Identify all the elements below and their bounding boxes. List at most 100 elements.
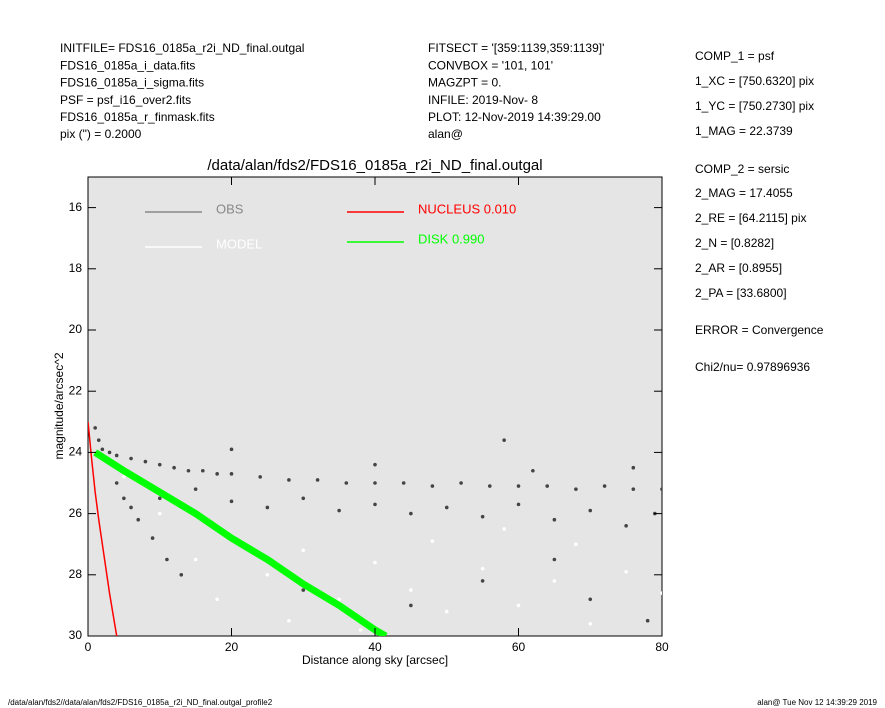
- header-left: pix (") = 0.2000: [60, 127, 142, 141]
- data-point: [480, 566, 485, 571]
- y-tick-label: 30: [69, 628, 83, 642]
- header-middle: PLOT: 12-Nov-2019 14:39:29.00: [428, 110, 601, 124]
- data-point: [172, 465, 176, 470]
- data-point: [301, 496, 306, 501]
- data-point: [96, 438, 101, 442]
- data-point: [186, 468, 191, 473]
- header-right: 1_YC = [750.2730] pix: [695, 99, 814, 113]
- data-point: [660, 487, 662, 491]
- data-point: [100, 447, 105, 452]
- y-tick-label: 22: [69, 383, 83, 397]
- header-left: FDS16_0185a_i_sigma.fits: [60, 76, 204, 90]
- data-point: [409, 588, 413, 592]
- data-point: [516, 502, 521, 507]
- data-point: [631, 465, 636, 470]
- data-point: [516, 484, 521, 488]
- header-right: Chi2/nu= 0.97896936: [695, 360, 810, 374]
- header-right: 2_MAG = 17.4055: [695, 186, 793, 200]
- data-point: [574, 542, 578, 546]
- data-point: [129, 456, 133, 461]
- data-point: [588, 508, 593, 513]
- data-point: [301, 588, 306, 592]
- data-point: [480, 514, 485, 519]
- data-point: [315, 478, 320, 482]
- data-point: [645, 618, 650, 623]
- data-point: [430, 484, 435, 488]
- data-point: [373, 560, 377, 565]
- header-left: INITFILE= FDS16_0185a_r2i_ND_final.outga…: [60, 41, 304, 55]
- data-point: [122, 496, 126, 501]
- profile-line: [88, 421, 118, 636]
- data-point: [150, 536, 155, 540]
- header-right: 1_MAG = 22.3739: [695, 124, 793, 138]
- data-point: [287, 478, 291, 482]
- data-point: [229, 472, 234, 476]
- data-point: [516, 603, 521, 608]
- header-middle: INFILE: 2019-Nov- 8: [428, 93, 538, 107]
- data-point: [624, 524, 628, 528]
- data-point: [588, 597, 593, 602]
- x-tick-label: 60: [512, 640, 526, 654]
- data-point: [157, 462, 162, 467]
- data-point: [552, 517, 557, 522]
- data-point: [179, 573, 184, 577]
- header-right: 2_AR = [0.8955]: [695, 261, 782, 275]
- data-point: [157, 511, 162, 516]
- data-point: [444, 505, 449, 510]
- header-left: PSF = psf_i16_over2.fits: [60, 93, 191, 107]
- header-right: 2_PA = [33.6800]: [695, 286, 787, 300]
- data-point: [488, 484, 492, 488]
- data-point: [409, 603, 413, 608]
- header-right: ERROR = Convergence: [695, 323, 824, 337]
- header-right: COMP_1 = psf: [695, 49, 775, 63]
- data-point: [258, 475, 263, 479]
- data-point: [624, 569, 628, 574]
- data-point: [602, 484, 607, 488]
- data-point: [122, 475, 126, 479]
- header-left: FDS16_0185a_r_finmask.fits: [60, 110, 215, 124]
- header-middle: alan@: [428, 127, 463, 141]
- data-point: [574, 487, 578, 491]
- data-point: [409, 511, 413, 516]
- data-point: [430, 539, 435, 543]
- data-point: [401, 481, 406, 485]
- data-point: [107, 450, 112, 455]
- data-point: [373, 502, 377, 507]
- data-point: [229, 447, 234, 452]
- data-point: [215, 597, 219, 602]
- legend-label: NUCLEUS 0.010: [418, 201, 516, 216]
- data-point: [337, 508, 341, 513]
- y-tick-label: 24: [69, 445, 83, 459]
- header-right: 2_RE = [64.2115] pix: [695, 211, 807, 225]
- data-point: [129, 505, 133, 510]
- y-tick-label: 18: [69, 261, 83, 275]
- data-point: [193, 487, 198, 491]
- marks: [88, 421, 662, 636]
- data-point: [114, 481, 119, 485]
- legend-label: DISK 0.990: [418, 231, 485, 246]
- header-middle: CONVBOX = '101, 101': [428, 58, 553, 72]
- data-point: [531, 468, 535, 473]
- header-middle: MAGZPT = 0.: [428, 76, 501, 90]
- data-point: [631, 487, 636, 491]
- data-point: [165, 557, 169, 562]
- data-point: [93, 426, 97, 430]
- y-tick-label: 26: [69, 506, 83, 520]
- x-tick-label: 0: [85, 640, 92, 654]
- data-point: [552, 579, 557, 583]
- footer-right: alan@ Tue Nov 12 14:39:29 2019: [757, 698, 877, 707]
- data-point: [193, 557, 198, 562]
- data-point: [344, 481, 349, 485]
- data-point: [265, 573, 270, 577]
- data-point: [301, 548, 306, 553]
- chart-title: /data/alan/fds2/FDS16_0185a_r2i_ND_final…: [207, 157, 542, 174]
- data-point: [373, 481, 377, 485]
- data-point: [229, 499, 234, 504]
- data-point: [588, 621, 593, 626]
- y-tick-label: 16: [69, 200, 83, 214]
- y-tick-label: 28: [69, 567, 83, 581]
- data-point: [201, 468, 205, 473]
- y-tick-label: 20: [69, 322, 83, 336]
- data-point: [545, 484, 549, 488]
- data-point: [114, 453, 119, 458]
